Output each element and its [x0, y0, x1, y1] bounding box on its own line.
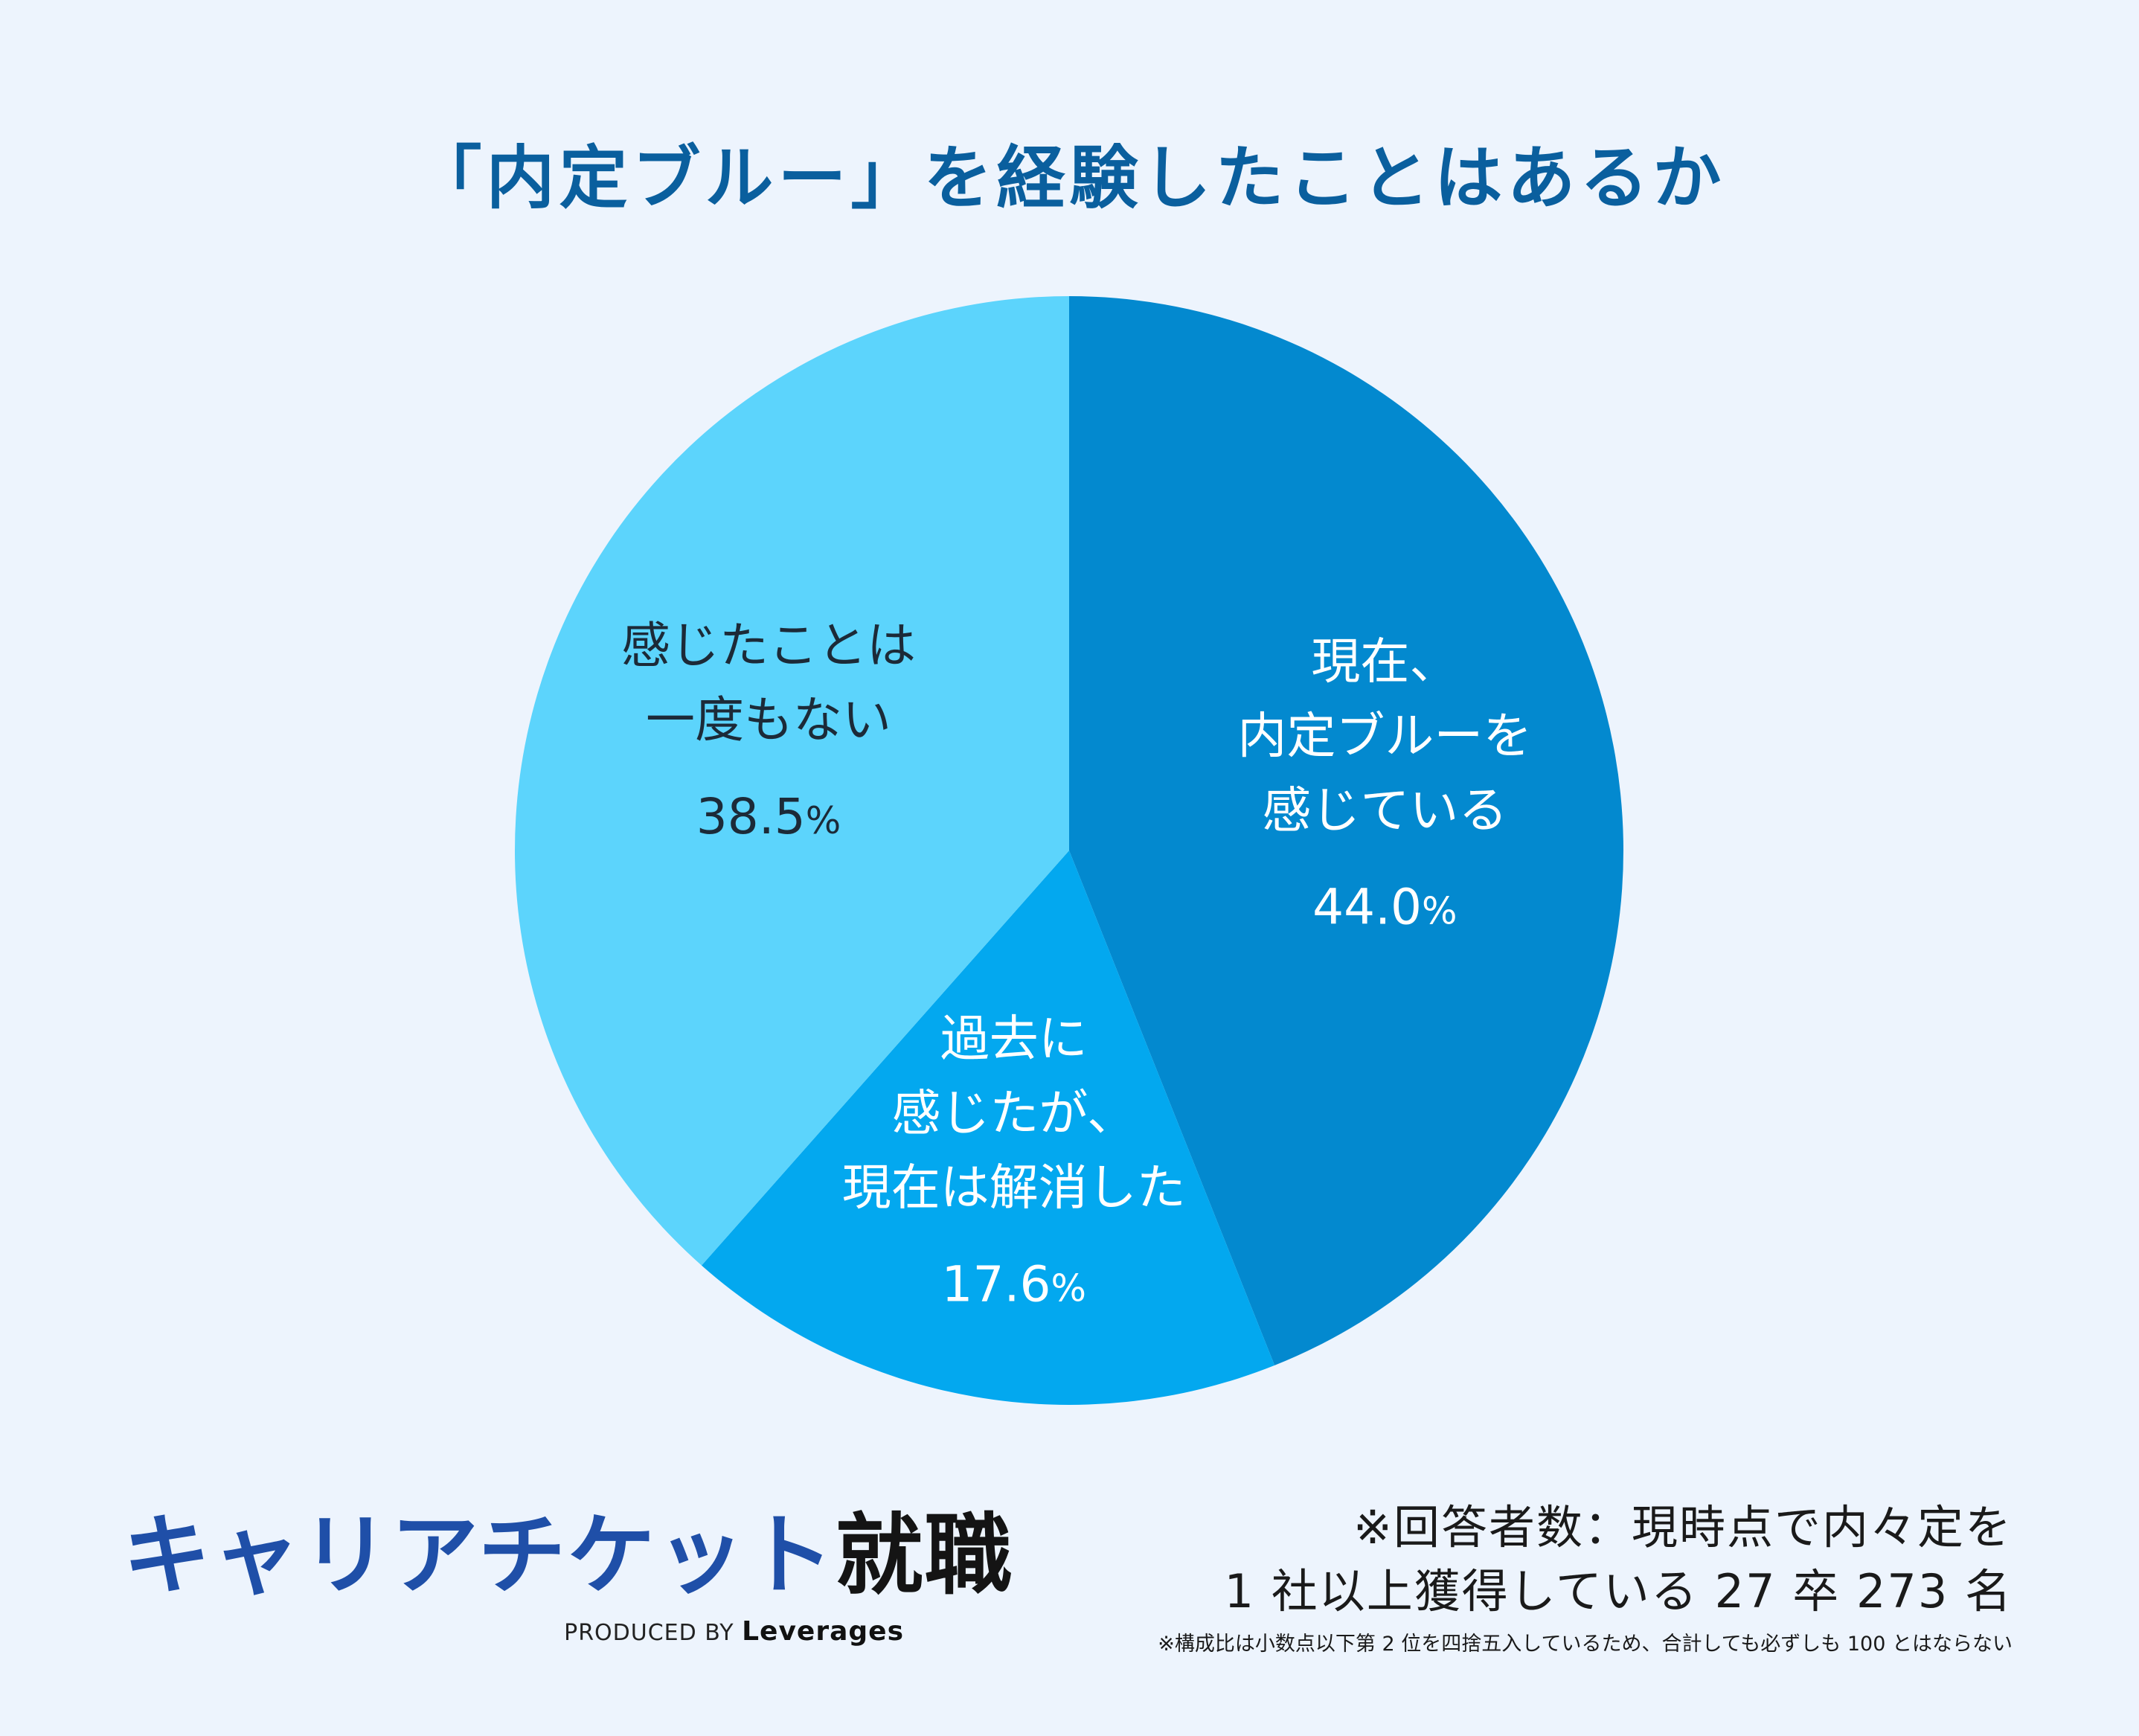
company-name: Leverages	[742, 1616, 904, 1647]
brand-logo: キャリアチケット就職 PRODUCED BY Leverages	[123, 1503, 1013, 1652]
logo-wordmark: キャリアチケット就職	[123, 1503, 1014, 1607]
logo-suffix-text: 就職	[835, 1504, 1014, 1607]
slice-value-0: 44.0%	[1312, 878, 1457, 935]
rounding-note: ※構成比は小数点以下第 2 位を四捨五入しているため、合計しても必ずしも 100…	[1158, 1633, 2013, 1656]
slice-label-0-line-0: 現在、	[1311, 632, 1458, 690]
slice-label-1-line-2: 現在は解消した	[842, 1159, 1186, 1217]
respondents-note-line2: 1 社以上獲得している 27 卒 273 名	[1224, 1564, 2013, 1618]
slice-value-1: 17.6%	[942, 1256, 1086, 1313]
slice-value-2: 38.5%	[696, 788, 841, 845]
pie-slice-1	[701, 851, 1275, 1405]
logo-produced-by: PRODUCED BY Leverages	[564, 1616, 904, 1647]
slice-label-0-line-1: 内定ブルーを	[1237, 707, 1532, 764]
slice-label-2-line-1: 一度もない	[646, 691, 891, 749]
slice-label-2-line-0: 感じたことは	[621, 617, 916, 674]
footnotes: ※回答者数：現時点で内々定を 1 社以上獲得している 27 卒 273 名 ※構…	[1158, 1496, 2013, 1659]
logo-brand-text: キャリアチケット	[123, 1504, 836, 1607]
slice-label-1-line-1: 感じたが、	[891, 1085, 1136, 1142]
produced-by-text: PRODUCED BY	[564, 1620, 734, 1646]
slice-label-0-line-2: 感じている	[1262, 781, 1507, 839]
pie-slices	[515, 295, 1624, 1405]
slice-label-1-line-0: 過去に	[940, 1010, 1088, 1068]
pie-slice-0	[1069, 296, 1624, 1365]
respondents-note-line1: ※回答者数：現時点で内々定を	[1353, 1500, 2013, 1554]
pie-slice-2	[515, 295, 1069, 1266]
chart-title: 「内定ブルー」を経験したことはあるか	[413, 138, 1726, 218]
